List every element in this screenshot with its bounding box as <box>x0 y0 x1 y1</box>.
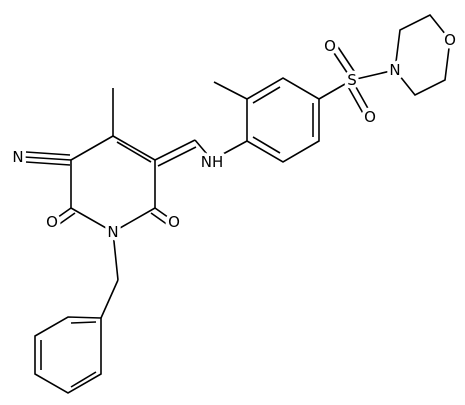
atom-label: O <box>168 213 180 231</box>
atom-label: O <box>444 31 456 49</box>
atom-label: N <box>389 61 400 79</box>
atom-label: O <box>364 108 376 126</box>
atom-label: NH <box>201 153 224 171</box>
atom-label: N <box>107 223 118 241</box>
bonds <box>23 13 451 394</box>
atom-label: N <box>12 148 23 166</box>
atom-label: O <box>46 213 58 231</box>
atom-label: O <box>324 37 336 55</box>
atom-label: S <box>347 71 357 89</box>
